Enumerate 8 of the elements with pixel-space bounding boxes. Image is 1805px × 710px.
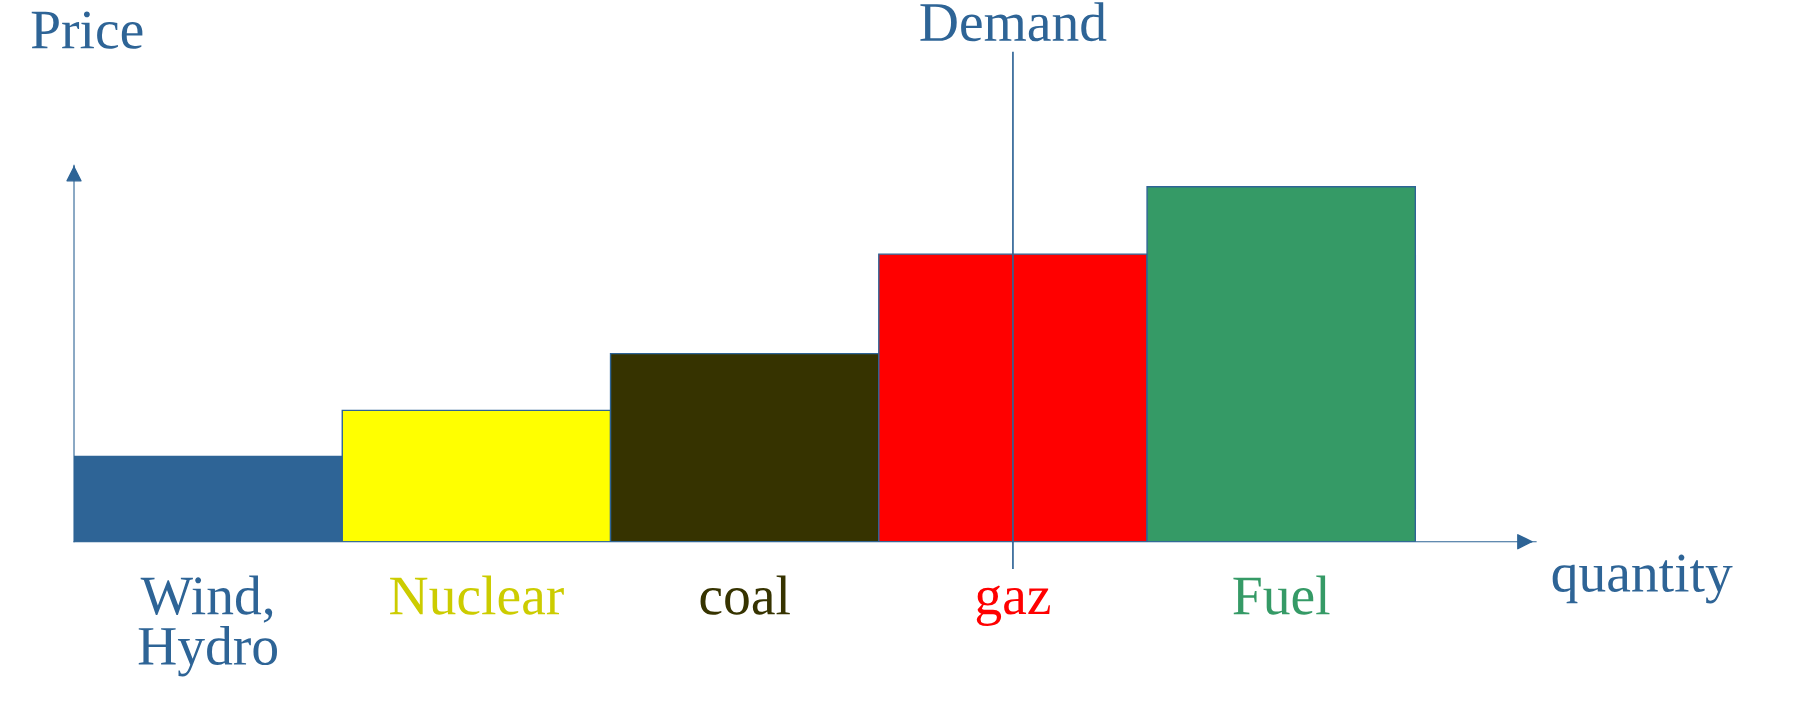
x-tick-label: Fuel xyxy=(1233,575,1330,615)
x-axis-title: quantity xyxy=(1552,554,1733,604)
x-tick-label: coal xyxy=(700,575,790,615)
y-axis-title: Price xyxy=(31,11,143,49)
ref-line-label: Demand xyxy=(920,2,1107,42)
x-tick-label: Wind, Hydro xyxy=(138,575,277,677)
x-tick-label: Nuclear xyxy=(390,575,564,615)
x-tick-label: gaz xyxy=(976,585,1050,626)
